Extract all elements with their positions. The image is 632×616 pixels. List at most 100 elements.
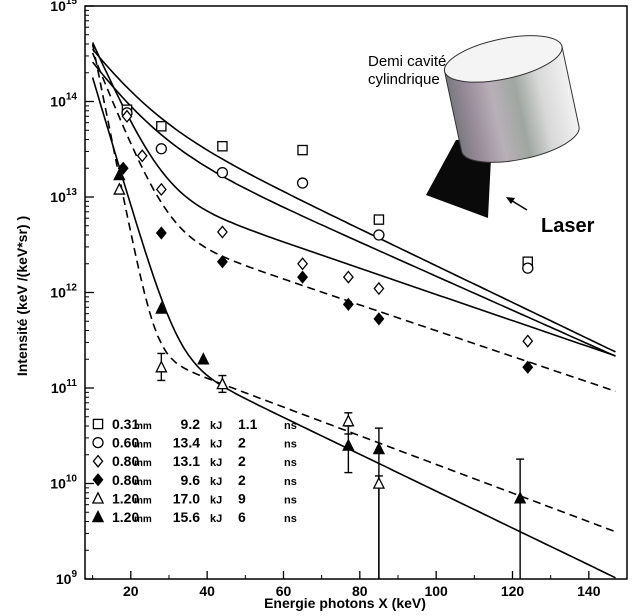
- legend-entry-text: 15.6: [173, 509, 200, 525]
- data-point: [136, 149, 148, 163]
- data-point: [217, 140, 228, 152]
- fit-curve: [91, 42, 616, 357]
- data-point: [91, 491, 105, 504]
- y-tick-label: 109: [56, 569, 78, 587]
- legend-entry-text: kJ: [210, 439, 222, 451]
- y-tick-label: 1011: [51, 378, 78, 396]
- data-point: [92, 418, 104, 430]
- legend-entry-text: 9.6: [181, 472, 201, 488]
- legend-entry-text: ns: [284, 457, 297, 469]
- data-point: [92, 473, 104, 487]
- data-point: [197, 352, 210, 365]
- legend-entry-text: 0.60: [112, 435, 139, 451]
- x-axis-label: Energie photons X (keV): [264, 595, 426, 611]
- legend-entry-text: kJ: [210, 513, 222, 525]
- fit-curve: [91, 61, 616, 357]
- laser-cavity-illustration: Demi cavité cylindrique Laser: [368, 35, 595, 237]
- data-point: [522, 262, 534, 274]
- data-point: [91, 509, 105, 523]
- data-point: [121, 109, 133, 123]
- data-point: [92, 436, 104, 449]
- legend-entry-text: mm: [134, 458, 152, 469]
- legend-entry-text: 17.0: [173, 490, 200, 506]
- fit-curves: [91, 42, 616, 579]
- legend-entry-text: ns: [284, 494, 297, 506]
- x-tick-label: 60: [276, 583, 292, 599]
- data-point: [373, 281, 385, 296]
- fit-curve: [91, 77, 616, 579]
- y-tick-label: 1013: [50, 187, 77, 205]
- legend-entry-text: kJ: [210, 476, 222, 488]
- legend-entry-text: ns: [284, 439, 297, 451]
- data-point: [373, 312, 385, 326]
- legend-entry-text: ns: [284, 476, 297, 488]
- legend-entry-text: 2: [238, 435, 246, 451]
- legend-entry-text: 9.2: [181, 416, 201, 432]
- data-point: [113, 167, 126, 181]
- data-point: [155, 301, 168, 314]
- legend-entry-text: mm: [134, 514, 152, 525]
- legend-entry-text: 9: [238, 490, 246, 506]
- legend-entry-text: 13.4: [173, 435, 200, 451]
- data-point: [297, 270, 309, 284]
- legend-entry-text: kJ: [210, 457, 222, 469]
- legend-entry-text: 13.1: [173, 453, 200, 469]
- data-point: [522, 334, 534, 348]
- data-point: [373, 214, 385, 225]
- legend-entry-text: kJ: [210, 494, 222, 506]
- data-point: [342, 297, 354, 312]
- legend-entry-text: 1.20: [112, 490, 139, 506]
- legend-entry-text: ns: [284, 420, 297, 432]
- data-point: [297, 144, 308, 156]
- data-point: [113, 182, 126, 195]
- y-tick-label: 1014: [50, 92, 77, 110]
- legend-entry-text: mm: [134, 495, 152, 506]
- data-point: [296, 177, 309, 189]
- axis-ticks: 20 40 60 80 100 120 140 109 1010 1011 1012 1013 1014…: [50, 0, 628, 599]
- data-point: [155, 182, 167, 197]
- data-point: [342, 438, 355, 451]
- fit-curve: [91, 44, 616, 533]
- fit-curve: [91, 52, 616, 393]
- legend-entry-text: 1.1: [238, 416, 258, 432]
- x-tick-label: 20: [123, 583, 139, 599]
- data-point: [372, 441, 386, 455]
- legend-entry-text: 0.80: [112, 453, 139, 469]
- data-point: [342, 270, 354, 284]
- data-point: [297, 257, 309, 271]
- legend-entry-text: mm: [134, 440, 152, 451]
- cavity-label-line1: Demi cavité: [368, 53, 446, 70]
- legend-entry-text: 1.20: [112, 509, 139, 525]
- x-tick-label: 80: [352, 583, 368, 599]
- data-point: [216, 376, 229, 390]
- y-tick-label: 1015: [50, 0, 77, 14]
- y-axis-label: Intensité (keV /(keV*sr) ): [14, 216, 30, 376]
- cavity-label-line2: cylindrique: [368, 71, 440, 88]
- data-point: [513, 491, 527, 504]
- legend-entry-text: 0.80: [112, 472, 139, 488]
- legend-entry-text: 6: [238, 509, 246, 525]
- y-tick-label: 1010: [50, 474, 77, 492]
- laser-label: Laser: [541, 215, 595, 237]
- data-point: [92, 454, 104, 468]
- legend-entry-text: 2: [238, 472, 246, 488]
- data-point: [156, 121, 167, 132]
- x-tick-label: 100: [424, 583, 448, 599]
- fit-curve: [91, 48, 616, 353]
- data-point: [155, 226, 167, 240]
- data-point: [216, 255, 228, 269]
- cylinder-top: [443, 35, 563, 83]
- data-point: [372, 476, 386, 489]
- legend-entry-text: ns: [284, 513, 297, 525]
- legend-entry-text: 0.31: [112, 416, 139, 432]
- legend-entry-text: kJ: [210, 420, 222, 432]
- data-point: [342, 414, 355, 427]
- legend-entry-text: 2: [238, 453, 246, 469]
- legend-entry-text: mm: [134, 421, 152, 432]
- data-point: [522, 360, 534, 374]
- legend-entry-text: mm: [134, 477, 152, 488]
- x-tick-label: 40: [199, 583, 215, 599]
- data-point: [373, 229, 385, 241]
